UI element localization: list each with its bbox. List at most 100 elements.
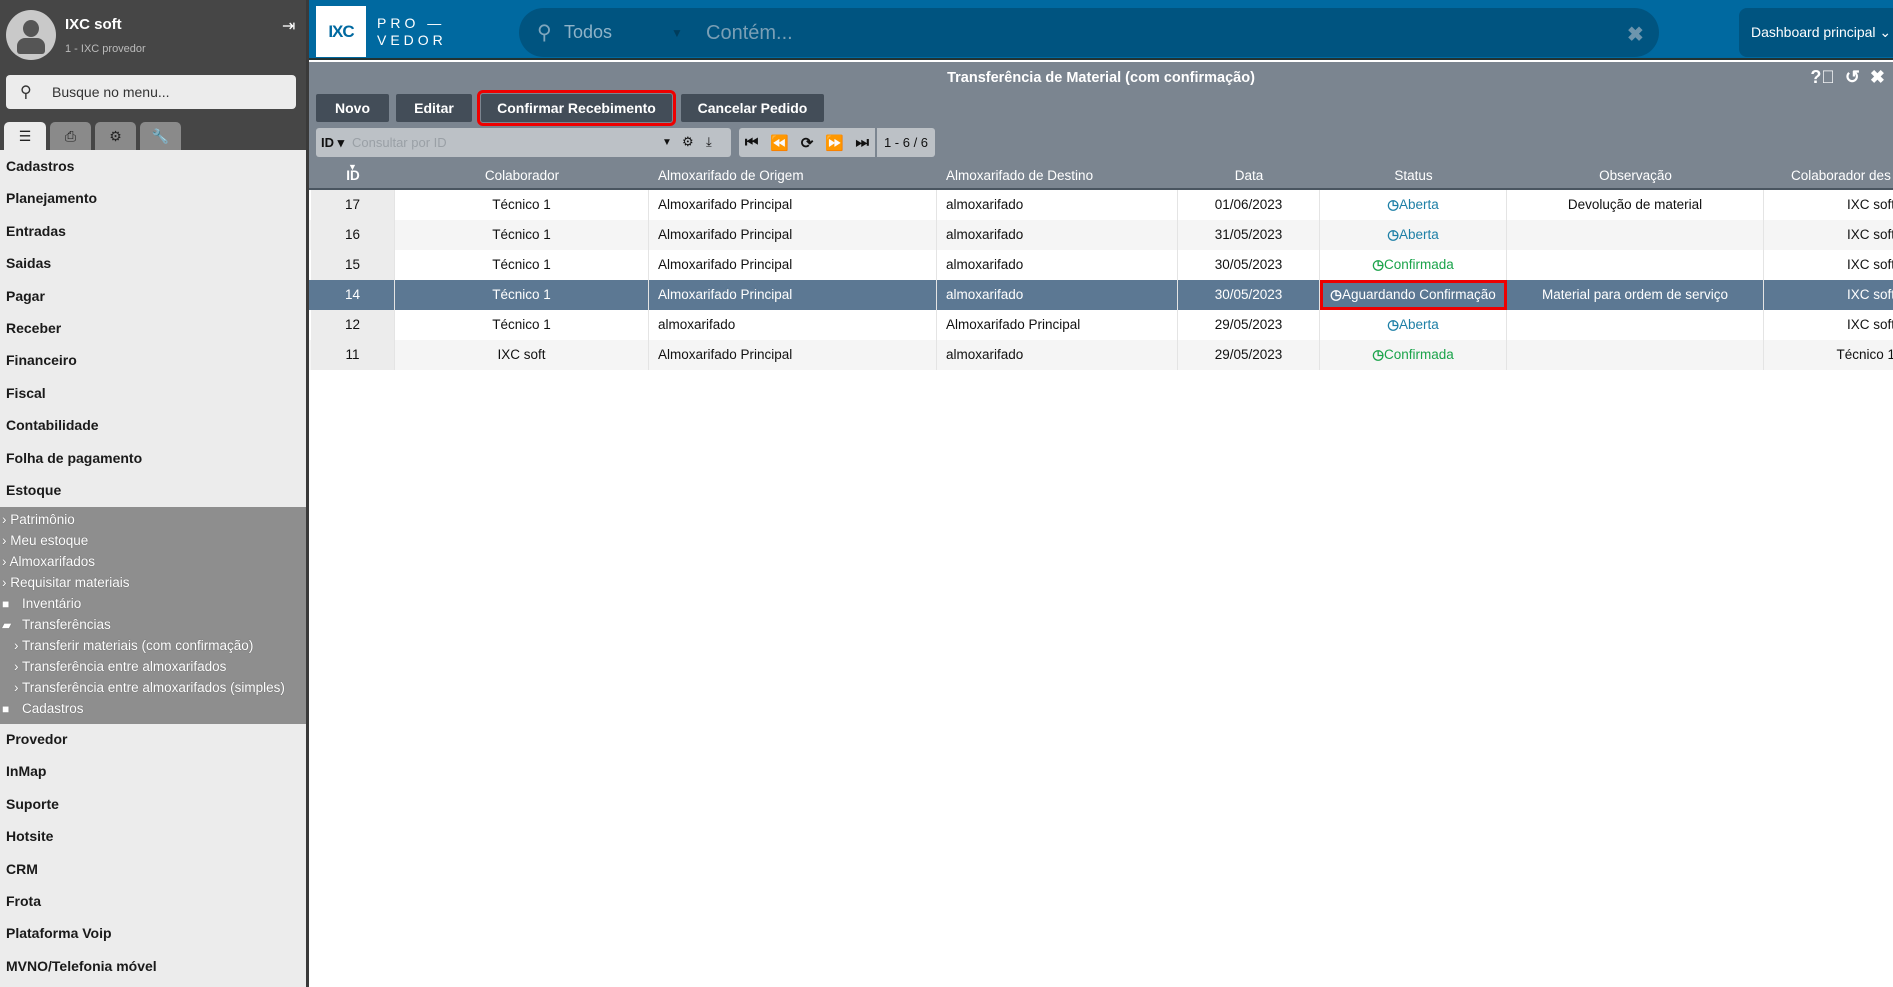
submenu-item[interactable]: › Patrimônio [0,509,306,530]
menu-item-cadastros[interactable]: Cadastros [6,158,75,174]
menu-item-receber[interactable]: Receber [6,319,62,336]
submenu-item[interactable]: › Transferir materiais (com confirmação) [0,635,306,656]
gears-tab-icon[interactable]: ⚙ [95,122,136,150]
column-header-data[interactable]: Data [1234,168,1264,183]
next-page-icon[interactable]: ⏩ [825,134,844,152]
menu-item-pagar[interactable]: Pagar [6,287,45,304]
clock-icon: ◷ [1387,227,1399,242]
menu-item-mvno-telefonia-m-vel[interactable]: MVNO/Telefonia móvel [6,957,157,974]
prev-page-icon[interactable]: ⏪ [770,134,789,152]
column-header-id[interactable]: ID ▼ [311,159,395,190]
submenu-label: Almoxarifados [9,554,96,569]
menu-item-provedor[interactable]: Provedor [6,731,68,747]
table-header: ID ▼ Colaborador Almoxarifado de Origem Almo… [309,159,1893,190]
table-row[interactable]: 14 Técnico 1 Almoxarifado Principal almoxar… [309,280,1893,310]
logo-text: PRO — VEDOR [377,15,447,49]
close-icon[interactable]: ✖ [1869,67,1885,87]
menu-item-folha-de-pagamento[interactable]: Folha de pagamento [6,449,143,466]
submenu-item[interactable]: › Requisitar materiais [0,572,306,593]
cancelar-pedido-button[interactable]: Cancelar Pedido [681,94,824,122]
filter-bar: ID ▾ Consultar por ID ▼ ⚙ ⤓ [316,128,731,157]
cell-origem: Almoxarifado Principal [649,280,937,310]
avatar[interactable] [6,10,56,60]
clear-icon[interactable]: ✖ [1627,24,1644,46]
chevron-right-icon: › [2,512,11,527]
menu-item-contabilidade[interactable]: Contabilidade [6,417,99,434]
column-header-obs[interactable]: Observação [1599,168,1672,183]
dashboard-select[interactable]: Dashboard principal ⌄ [1739,8,1893,57]
cell-origem: Almoxarifado Principal [649,190,937,220]
column-header-dest[interactable]: Colaborador des [1791,168,1891,183]
wrench-tab-icon[interactable]: 🔧 [140,122,181,150]
submenu-item[interactable]: › Meu estoque [0,530,306,551]
menu-tab-icon[interactable]: ☰ [4,122,46,150]
global-search-input[interactable]: Contém... [706,22,793,44]
menu-item-suporte[interactable]: Suporte [6,795,59,812]
first-page-icon[interactable]: ⏮ [744,134,759,151]
logo-text-line-1: PRO — [377,15,446,31]
menu-item-entradas[interactable]: Entradas [6,222,66,239]
search-scope[interactable]: Todos [564,22,613,42]
cell-id: 12 [311,310,395,340]
submenu-item[interactable]: › Almoxarifados [0,551,306,572]
topbar: IXC PRO — VEDOR ⚲ Todos ▼ Contém... ✖ Das… [309,0,1893,60]
confirmar-recebimento-button[interactable]: Confirmar Recebimento [477,90,676,126]
menu-search-input[interactable]: ⚲ Busque no menu... [6,75,296,109]
status-text: Aguardando Confirmação [1341,287,1496,302]
column-header-colab[interactable]: Colaborador [484,168,560,183]
column-header-status[interactable]: Status [1394,168,1433,183]
folder-open-icon: ▰ [2,618,12,632]
print-tab-icon[interactable]: ⎙ [50,122,91,150]
cell-destino: almoxarifado [937,280,1178,310]
menu-item-crm[interactable]: CRM [6,860,38,877]
table-row[interactable]: 12 Técnico 1 almoxarifado Almoxarifado Prin… [309,310,1893,340]
filter-input[interactable]: Consultar por ID [352,135,447,150]
submenu-item[interactable]: › Transferência entre almoxarifados [0,656,306,677]
cell-obs [1507,220,1764,250]
submenu-item[interactable]: ▰ Transferências [0,614,306,635]
table-row[interactable]: 15 Técnico 1 Almoxarifado Principal almoxar… [309,250,1893,280]
cell-data: 29/05/2023 [1178,310,1320,340]
help-icon[interactable]: ?⃝ [1810,67,1835,87]
operator-dropdown-icon[interactable]: ▼ [662,137,672,148]
filter-field-select[interactable]: ID ▾ [321,135,345,150]
menu-item-hotsite[interactable]: Hotsite [6,828,54,845]
chevron-down-icon[interactable]: ▼ [671,26,683,40]
table-row[interactable]: 17 Técnico 1 Almoxarifado Principal almoxar… [309,190,1893,220]
submenu-label: Transferir materiais (com confirmação) [22,638,254,653]
global-search[interactable]: ⚲ Todos ▼ Contém... ✖ [519,8,1659,57]
menu-item-saidas[interactable]: Saidas [6,255,52,272]
data-table: 17 Técnico 1 Almoxarifado Principal almoxar… [309,190,1893,370]
submenu-label: Transferência entre almoxarifados [22,659,227,674]
table-row[interactable]: 16 Técnico 1 Almoxarifado Principal almoxar… [309,220,1893,250]
menu-item-frota[interactable]: Frota [6,892,41,909]
menu-item-planejamento[interactable]: Planejamento [6,190,98,207]
column-header-origem[interactable]: Almoxarifado de Origem [658,168,804,183]
cell-data: 29/05/2023 [1178,340,1320,370]
history-icon[interactable]: ↺ [1844,67,1860,87]
submenu-item[interactable]: ■ Cadastros [0,698,306,719]
download-icon[interactable]: ⤓ [706,134,712,149]
chevron-right-icon: › [14,680,23,695]
editar-button[interactable]: Editar [396,94,472,122]
menu-item-financeiro[interactable]: Financeiro [6,352,77,369]
clock-icon: ◷ [1330,287,1342,302]
logout-icon[interactable]: ⇥ [282,18,296,35]
column-header-destino[interactable]: Almoxarifado de Destino [946,168,1094,183]
logo[interactable]: IXC [316,6,366,57]
table-row[interactable]: 11 IXC soft Almoxarifado Principal almoxari… [309,340,1893,370]
submenu-item[interactable]: › Transferência entre almoxarifados (sim… [0,677,306,698]
cell-id: 16 [311,220,395,250]
menu-item-inmap[interactable]: InMap [6,763,47,780]
cell-status: ◷Confirmada [1320,340,1507,370]
novo-button[interactable]: Novo [316,94,389,122]
submenu-item[interactable]: ■ Inventário [0,593,306,614]
submenu-label: Meu estoque [10,533,89,548]
gears-icon[interactable]: ⚙ [682,134,694,149]
clock-icon: ◷ [1387,317,1399,332]
menu-item-plataforma-voip[interactable]: Plataforma Voip [6,925,112,942]
menu-item-fiscal[interactable]: Fiscal [6,384,46,401]
last-page-icon[interactable]: ⏭ [855,134,870,151]
refresh-icon[interactable]: ⟳ [800,134,814,152]
menu-item-estoque[interactable]: Estoque [6,481,62,498]
